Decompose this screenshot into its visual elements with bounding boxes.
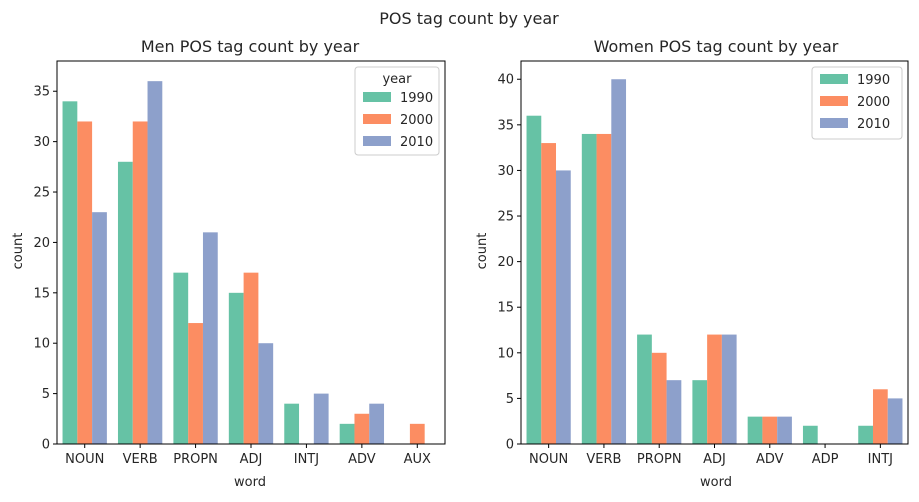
women-chart-title: Women POS tag count by year [594, 37, 839, 56]
women-chart-ylabel: count [475, 233, 490, 270]
women-ytick-label: 35 [497, 118, 514, 133]
women-legend: 1990 2000 2010 [811, 66, 903, 140]
women-ytick-label: 25 [497, 210, 514, 225]
men-bar-propn-2010 [202, 232, 218, 444]
women-ytick-label: 40 [497, 73, 514, 88]
men-legend-swatch-2010 [363, 136, 391, 146]
men-chart-xlabel: word [234, 475, 266, 490]
men-xtick-label-adj: ADJ [240, 452, 263, 467]
men-bar-intj-1990 [284, 403, 300, 444]
women-bar-adv-2000 [762, 416, 778, 444]
men-axes-frame [56, 60, 446, 445]
women-legend-swatch-2010 [820, 118, 848, 128]
women-bar-intj-1990 [858, 425, 873, 444]
women-bar-noun-2000 [541, 143, 557, 444]
women-bar-noun-1990 [526, 115, 542, 445]
women-bar-adp-1990 [802, 425, 818, 444]
men-legend-label-2000: 2000 [400, 113, 433, 128]
women-bar-verb-2000 [596, 133, 612, 444]
women-legend-label-1990: 1990 [857, 73, 890, 88]
women-bar-propn-2010 [666, 380, 682, 444]
men-chart: Men POS tag count by year word count 0 5 1… [11, 37, 446, 490]
men-legend-swatch-1990 [363, 92, 391, 102]
women-xtick-label-adj: ADJ [703, 452, 726, 467]
men-ytick-label: 30 [33, 135, 50, 150]
men-bar-adv-1990 [339, 423, 355, 444]
men-legend-box [354, 66, 440, 156]
men-bar-adv-2010 [369, 403, 385, 444]
women-ytick-label: 15 [497, 301, 514, 316]
men-bar-propn-1990 [173, 272, 189, 444]
women-bar-intj-2000 [872, 389, 888, 444]
women-bar-adj-2010 [721, 334, 737, 444]
women-bar-propn-2000 [651, 352, 667, 444]
men-ytick-label: 10 [33, 337, 50, 352]
men-xtick-label-aux: AUX [404, 452, 431, 467]
women-ytick-label: 10 [497, 346, 514, 361]
men-bar-adj-1990 [228, 292, 244, 444]
women-plot-area: 0 5 10 15 20 25 30 35 40 NOUN VERB PROPN ADJ ADV ADP IN… [497, 60, 909, 467]
men-chart-ylabel: count [11, 233, 26, 270]
men-legend-title: year [382, 72, 412, 87]
men-bar-aux-2000 [409, 423, 425, 444]
men-bar-adj-2010 [258, 343, 274, 444]
women-chart: Women POS tag count by year word count 0… [475, 37, 909, 490]
men-ytick-label: 15 [33, 286, 50, 301]
women-chart-xlabel: word [700, 475, 732, 490]
men-bar-intj-2010 [313, 393, 329, 444]
figure-suptitle: POS tag count by year [379, 9, 559, 28]
women-bar-intj-2010 [887, 398, 903, 444]
women-xtick-label-adv: ADV [756, 452, 784, 467]
women-legend-swatch-2000 [820, 96, 848, 106]
women-bar-verb-2010 [611, 79, 627, 445]
women-xtick-label-propn: PROPN [637, 452, 682, 467]
women-bar-adv-2010 [777, 416, 792, 444]
men-xtick-label-intj: INTJ [294, 452, 319, 467]
men-bar-adv-2000 [354, 413, 370, 444]
women-xtick-label-verb: VERB [586, 452, 621, 467]
women-xtick-label-noun: NOUN [529, 452, 568, 467]
men-xtick-label-propn: PROPN [173, 452, 218, 467]
women-bar-adv-1990 [747, 416, 763, 444]
men-legend: year 1990 2000 2010 [354, 66, 440, 156]
men-ytick-label: 0 [42, 438, 50, 453]
women-ytick-label: 0 [506, 438, 514, 453]
women-legend-label-2010: 2010 [857, 117, 890, 132]
men-bar-verb-2010 [147, 81, 163, 444]
men-legend-label-1990: 1990 [400, 91, 433, 106]
men-ytick-label: 35 [33, 85, 50, 100]
men-bar-noun-1990 [62, 101, 78, 444]
women-ytick-label: 30 [497, 164, 514, 179]
men-bar-adj-2000 [243, 272, 259, 444]
men-bar-verb-2000 [132, 121, 148, 444]
men-ytick-label: 25 [33, 186, 50, 201]
men-bar-verb-1990 [117, 161, 133, 445]
men-xtick-label-noun: NOUN [65, 452, 104, 467]
men-ytick-label: 5 [42, 387, 50, 402]
women-bar-adj-1990 [692, 380, 708, 444]
women-axes-frame [520, 60, 909, 445]
men-chart-title: Men POS tag count by year [141, 37, 360, 56]
men-xtick-label-adv: ADV [348, 452, 376, 467]
men-plot-area: 0 5 10 15 20 25 30 35 NOUN VERB PROPN ADJ INTJ ADV AUX… [33, 60, 446, 467]
women-bar-verb-1990 [581, 133, 597, 444]
men-ytick-label: 20 [33, 236, 50, 251]
women-xtick-label-intj: INTJ [868, 452, 893, 467]
men-xtick-label-verb: VERB [123, 452, 158, 467]
women-bar-propn-1990 [637, 334, 652, 444]
men-legend-label-2010: 2010 [400, 135, 433, 150]
women-ytick-label: 5 [506, 392, 514, 407]
women-legend-swatch-1990 [820, 74, 848, 84]
women-ytick-label: 20 [497, 255, 514, 270]
men-legend-swatch-2000 [363, 114, 391, 124]
women-bar-adj-2000 [707, 334, 722, 444]
men-bar-noun-2000 [77, 121, 93, 444]
women-legend-label-2000: 2000 [857, 95, 890, 110]
men-bar-noun-2010 [92, 212, 107, 444]
women-xtick-label-adp: ADP [812, 452, 839, 467]
women-bar-noun-2010 [556, 170, 571, 444]
men-bar-propn-2000 [188, 323, 203, 444]
